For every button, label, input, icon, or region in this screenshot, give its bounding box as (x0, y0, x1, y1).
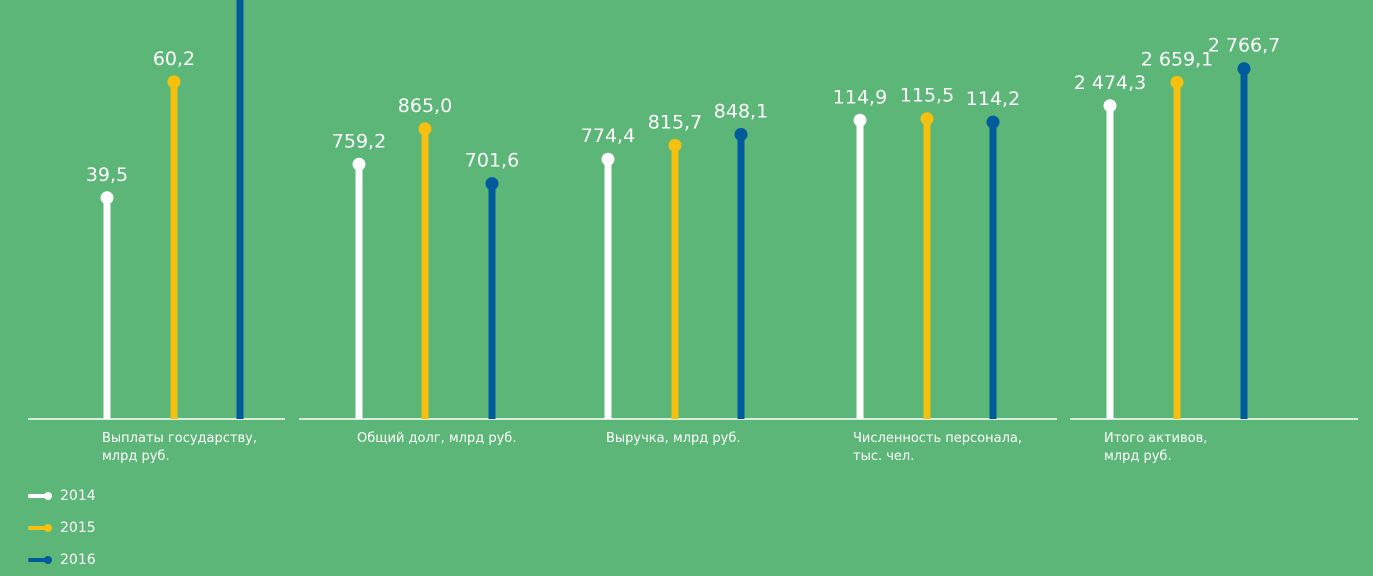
category-label-0: Выплаты государству, млрд руб. (102, 431, 257, 464)
point-g3-2014 (853, 113, 867, 127)
value-label-g0-2014: 39,5 (86, 164, 128, 186)
legend-swatch-2016 (28, 556, 52, 564)
legend-label-2014: 2014 (60, 488, 96, 504)
legend-label-2016: 2016 (60, 552, 96, 568)
legend-swatch-2015 (28, 524, 52, 532)
value-label-g1-2015: 865,0 (398, 95, 452, 117)
value-label-g2-2015: 815,7 (648, 111, 702, 133)
legend-item-2015: 2015 (28, 512, 96, 544)
point-g1-2016 (485, 177, 499, 191)
point-g3-2015 (920, 112, 934, 126)
point-g0-2014 (100, 191, 114, 205)
category-label-2: Выручка, млрд руб. (606, 431, 741, 446)
legend-item-2014: 2014 (28, 480, 96, 512)
value-label-g2-2016: 848,1 (714, 100, 768, 122)
value-label-g2-2014: 774,4 (581, 125, 635, 147)
point-g1-2015 (418, 122, 432, 136)
point-g4-2016 (1237, 62, 1251, 76)
legend-label-2015: 2015 (60, 520, 96, 536)
point-g3-2016 (986, 115, 1000, 129)
point-g1-2014 (352, 157, 366, 171)
legend-swatch-2014 (28, 492, 52, 500)
value-label-g3-2015: 115,5 (900, 85, 954, 107)
value-label-g4-2015: 2 659,1 (1141, 48, 1214, 70)
point-g2-2015 (668, 138, 682, 152)
value-label-g4-2014: 2 474,3 (1074, 72, 1147, 94)
legend: 2014 2015 2016 (28, 480, 96, 576)
point-g2-2014 (601, 152, 615, 166)
legend-item-2016: 2016 (28, 544, 96, 576)
value-label-g3-2016: 114,2 (966, 88, 1020, 110)
category-label-4: Итого активов, млрд руб. (1104, 431, 1208, 464)
point-g4-2014 (1103, 99, 1117, 113)
value-label-g4-2016: 2 766,7 (1208, 35, 1281, 57)
value-label-g3-2014: 114,9 (833, 86, 887, 108)
category-label-1: Общий долг, млрд руб. (357, 431, 517, 446)
point-g0-2015 (167, 75, 181, 89)
point-g4-2015 (1170, 75, 1184, 89)
point-g2-2016 (734, 127, 748, 141)
value-label-g1-2014: 759,2 (332, 130, 386, 152)
category-label-3: Численность персонала, тыс. чел. (853, 431, 1023, 464)
value-label-g0-2015: 60,2 (153, 48, 195, 70)
value-label-g1-2016: 701,6 (465, 150, 519, 172)
